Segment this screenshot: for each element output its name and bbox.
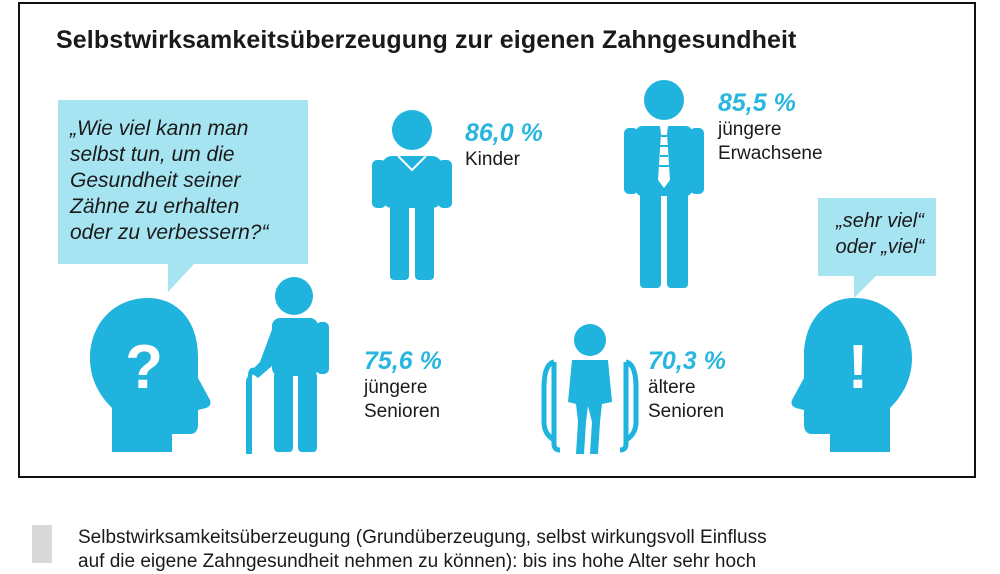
question-speech-bubble: „Wie viel kann man selbst tun, um die Ge… <box>58 100 308 292</box>
stat-label: Kinder <box>465 149 520 170</box>
adult-with-tie-icon <box>624 80 704 288</box>
question-line: Zähne zu erhalten <box>70 195 240 218</box>
stat-label: Senioren <box>648 401 725 422</box>
question-line: oder zu verbessern?“ <box>70 221 269 244</box>
footer-marker <box>32 525 52 563</box>
answer-line: „sehr viel“ <box>836 210 924 232</box>
stat-label: jüngere <box>718 119 782 140</box>
stat-children: 86,0 % Kinder <box>465 118 543 172</box>
footer-text: Selbstwirksamkeitsüberzeugung (Grundüber… <box>78 526 978 574</box>
answer-speech-bubble: „sehr viel“ oder „viel“ <box>818 198 936 298</box>
stat-label: Erwachsene <box>718 143 823 164</box>
wheelchair-senior-icon <box>541 324 639 454</box>
answer-text: „sehr viel“ oder „viel“ <box>828 208 932 260</box>
stat-percent: 86,0 % <box>465 119 543 147</box>
footer-line: auf die eigene Zahngesundheit nehmen zu … <box>78 551 757 572</box>
stat-label: Senioren <box>364 401 441 422</box>
exclamation-head-icon: ! <box>791 298 912 452</box>
question-line: Gesundheit seiner <box>70 169 241 192</box>
question-text: „Wie viel kann man selbst tun, um die Ge… <box>70 116 302 246</box>
question-line: „Wie viel kann man <box>70 117 249 140</box>
stat-percent: 70,3 % <box>648 347 726 375</box>
stat-percent: 85,5 % <box>718 89 796 117</box>
footer-line: Selbstwirksamkeitsüberzeugung (Grundüber… <box>78 527 767 548</box>
senior-with-cane-icon <box>246 277 329 454</box>
stat-older-seniors: 70,3 % ältere Senioren <box>648 346 726 424</box>
stat-label: ältere <box>648 377 696 398</box>
child-icon <box>372 110 452 280</box>
question-head-icon: ? <box>90 298 211 452</box>
infographic-title: Selbstwirksamkeitsüberzeugung zur eigene… <box>56 26 797 54</box>
stat-percent: 75,6 % <box>364 347 442 375</box>
stat-younger-seniors: 75,6 % jüngere Senioren <box>364 346 442 424</box>
bubble-tail <box>168 264 194 292</box>
question-line: selbst tun, um die <box>70 143 235 166</box>
answer-line: oder „viel“ <box>835 236 925 258</box>
stat-younger-adults: 85,5 % jüngere Erwachsene <box>718 88 823 166</box>
exclamation-mark: ! <box>848 333 869 402</box>
question-mark: ? <box>125 333 163 402</box>
bubble-tail <box>854 276 876 298</box>
stat-label: jüngere <box>364 377 428 398</box>
